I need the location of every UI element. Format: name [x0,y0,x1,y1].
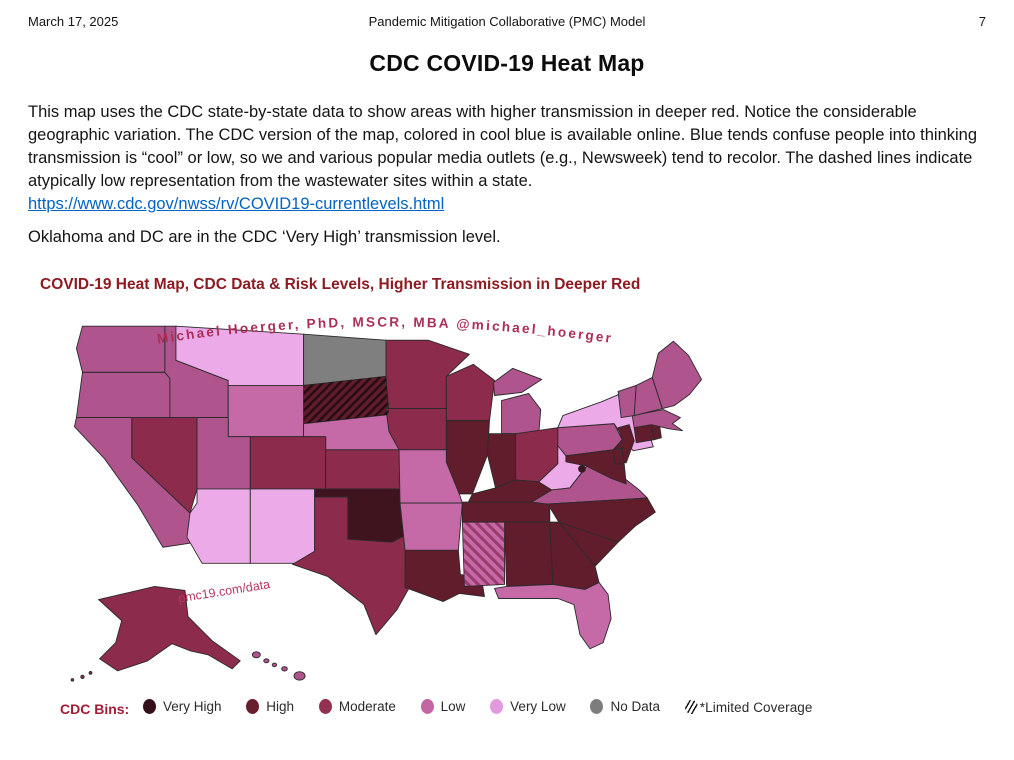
state-AK [98,585,241,672]
state-HI-island [293,671,306,681]
state-IA [385,408,457,451]
cdc-link[interactable]: https://www.cdc.gov/nwss/rv/COVID19-curr… [28,195,445,213]
legend-item-very-high: Very High [143,699,222,714]
us-map-svg: Michael Hoerger, PhD, MSCR, MBA @michael… [70,315,703,682]
state-HI-island [263,658,270,664]
state-NM [249,488,316,564]
limited-coverage-hatch-MS [462,522,505,587]
legend-item-limited-coverage: *Limited Coverage [684,699,813,715]
state-WA [75,325,166,373]
state-AK-island [70,678,75,682]
state-OR [75,371,171,419]
state-IN [487,433,517,489]
note-very-high: Oklahoma and DC are in the CDC ‘Very Hig… [28,228,501,246]
state-HI-island [281,666,288,672]
map-watermark: pmc19.com/data [177,577,271,605]
state-WI [445,363,495,422]
low-swatch-icon [420,699,434,714]
legend-item-very-low: Very Low [490,699,566,714]
very-low-swatch-icon [490,699,504,714]
state-FL [494,581,612,650]
state-TX [292,496,414,636]
state-AK-island [88,671,93,675]
body-paragraph: This map uses the CDC state-by-state dat… [28,101,990,216]
header-date: March 17, 2025 [28,14,119,29]
legend-label: Moderate [338,699,396,714]
state-AR [399,502,463,551]
header-title: Pandemic Mitigation Collaborative (PMC) … [368,14,646,29]
legend-label: *Limited Coverage [699,699,813,715]
map-title: COVID-19 Heat Map, CDC Data & Risk Level… [40,276,641,293]
us-heat-map: Michael Hoerger, PhD, MSCR, MBA @michael… [58,296,722,698]
state-VT [617,384,637,419]
legend-label: Very Low [510,699,566,714]
state-HI-island [271,662,278,668]
moderate-swatch-icon [318,699,332,714]
no-data-swatch-icon [590,699,604,714]
state-WY [227,384,305,438]
legend-item-moderate: Moderate [318,699,396,714]
state-HI-island [251,651,261,659]
state-LA [404,549,485,602]
header-page-number: 7 [978,14,986,29]
state-ME [651,340,703,410]
legend-item-low: Low [420,699,466,714]
state-MA [631,409,683,432]
state-AK-island [80,674,85,680]
high-swatch-icon [246,699,260,714]
state-CA [73,417,191,548]
legend-label: Low [440,699,466,714]
body-paragraph-text: This map uses the CDC state-by-state dat… [28,103,978,190]
state-AZ [186,488,251,564]
legend-item-no-data: No Data [590,699,660,714]
state-DE [612,447,625,465]
legend-label: High [266,699,295,714]
state-MI-upper [493,367,543,396]
legend-title: CDC Bins: [60,701,130,717]
legend-item-high: High [246,699,294,714]
limited-coverage-swatch-icon [684,700,698,714]
state-AL [504,521,554,587]
state-DC-marker [578,464,586,473]
very-high-swatch-icon [143,699,156,714]
map-legend: CDC Bins: Very High High Moderate Low Ve… [60,699,960,717]
state-CO [249,436,327,490]
page-title: CDC COVID-19 Heat Map [369,50,645,76]
state-MI-lower [501,393,542,435]
state-KS [325,449,406,490]
state-TN [461,501,551,523]
legend-label: No Data [610,699,660,714]
limited-coverage-hatch-SD [303,376,389,424]
legend-label: Very High [163,699,222,714]
